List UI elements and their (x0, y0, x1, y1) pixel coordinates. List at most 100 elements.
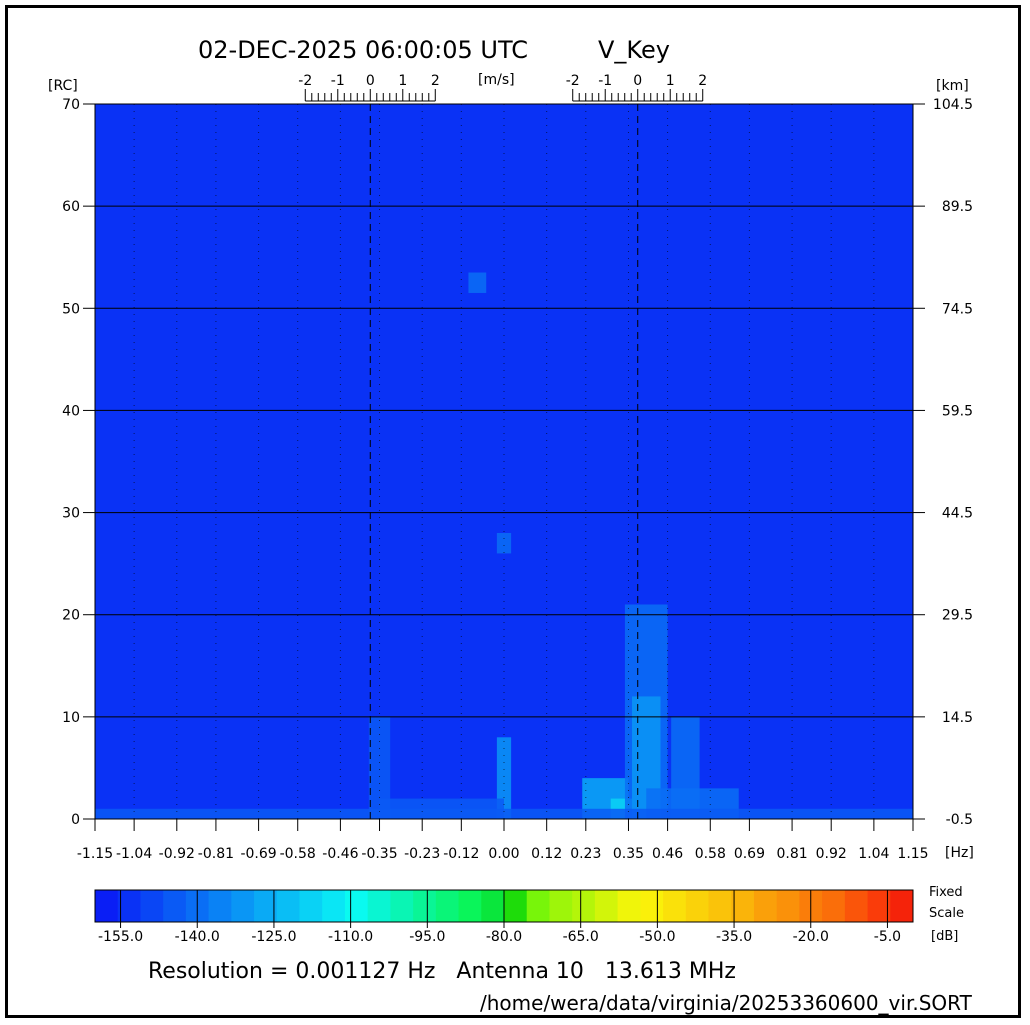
colorbar-unit-label: [dB] (931, 929, 958, 944)
colorbar-tick-label-2: -125.0 (251, 929, 296, 945)
x-axis-unit: [Hz] (945, 845, 974, 861)
colorbar-segment-29 (753, 890, 778, 922)
x-tick-label-4: -0.69 (240, 846, 276, 862)
colorbar-segment-19 (526, 890, 550, 922)
velocity-unit: [m/s] (478, 72, 515, 88)
velocity-tick-label-1-4: 2 (698, 73, 707, 89)
colorbar-tick-label-5: -80.0 (486, 929, 522, 945)
colorbar-tick-label-4: -95.0 (409, 929, 445, 945)
colorbar-segment-3 (163, 890, 187, 922)
x-tick-label-20: 1.15 (897, 846, 928, 862)
resolution-line: Resolution = 0.001127 Hz Antenna 10 13.6… (148, 959, 736, 984)
velocity-tick-label-0-2: 0 (366, 73, 375, 89)
x-tick-label-14: 0.46 (652, 846, 683, 862)
colorbar-segment-33 (844, 890, 869, 922)
x-tick-label-12: 0.23 (570, 846, 601, 862)
colorbar-tick-label-9: -20.0 (793, 929, 829, 945)
x-tick-label-7: -0.35 (361, 846, 397, 862)
colorbar: -155.0 -140.0 -125.0 -110.0 -95.0 -80.0 -65.0 -… (94, 889, 914, 945)
y-right-tick-label-0: -0.5 (946, 812, 973, 828)
y-left-tick-label-4: 40 (62, 403, 80, 419)
colorbar-segment-5 (208, 890, 232, 922)
y-left-tick-label-6: 60 (62, 199, 80, 215)
x-tick-label-1: -1.04 (116, 846, 152, 862)
colorbar-tick-label-7: -50.0 (639, 929, 675, 945)
x-tick-label-0: -1.15 (77, 846, 113, 862)
colorbar-segment-35 (890, 890, 914, 922)
colorbar-segment-14 (413, 890, 437, 922)
colorbar-tick-label-3: -110.0 (328, 929, 373, 945)
file-path: /home/wera/data/virginia/20253360600_vir… (480, 991, 973, 1015)
colorbar-segment-6 (231, 890, 255, 922)
colorbar-segment-22 (594, 890, 619, 922)
velocity-tick-label-1-2: 0 (633, 73, 642, 89)
colorbar-tick-label-10: -5.0 (874, 929, 901, 945)
y-right-tick-label-3: 44.5 (942, 506, 973, 522)
colorbar-segment-12 (367, 890, 391, 922)
colorbar-fixed-label: Fixed (929, 885, 963, 900)
colorbar-segment-20 (549, 890, 573, 922)
x-tick-label-6: -0.46 (322, 846, 358, 862)
colorbar-scale-label: Scale (929, 906, 964, 921)
colorbar-segment-9 (299, 890, 323, 922)
y-left-tick-label-5: 50 (62, 301, 80, 317)
x-tick-label-2: -0.92 (159, 846, 195, 862)
left-axis-unit: [RC] (48, 78, 78, 94)
colorbar-segment-0 (95, 890, 119, 922)
x-tick-label-9: -0.12 (443, 846, 479, 862)
y-right-tick-label-2: 29.5 (942, 608, 973, 624)
velocity-tick-label-1-1: -1 (598, 73, 612, 89)
chart-station: V_Key (598, 36, 670, 64)
heatmap-feature-3 (368, 716, 391, 819)
heatmap-feature-1 (496, 533, 512, 554)
x-tick-label-11: 0.12 (531, 846, 562, 862)
y-right-tick-label-7: 104.5 (933, 97, 973, 113)
colorbar-segment-28 (731, 890, 755, 922)
colorbar-segment-25 (663, 890, 687, 922)
y-right-tick-label-1: 14.5 (942, 710, 973, 726)
x-tick-label-17: 0.81 (776, 846, 807, 862)
y-right-tick-label-6: 89.5 (942, 199, 973, 215)
colorbar-segment-18 (504, 890, 528, 922)
y-left-tick-label-0: 0 (71, 812, 80, 828)
velocity-tick-label-1-0: -2 (566, 73, 580, 89)
colorbar-segment-17 (481, 890, 505, 922)
colorbar-segment-13 (390, 890, 414, 922)
colorbar-segment-8 (276, 890, 300, 922)
x-tick-label-5: -0.58 (280, 846, 316, 862)
velocity-tick-label-1-3: 1 (666, 73, 675, 89)
colorbar-segment-21 (572, 890, 596, 922)
colorbar-tick-label-1: -140.0 (175, 929, 220, 945)
colorbar-segment-15 (435, 890, 460, 922)
velocity-tick-label-0-3: 1 (398, 73, 407, 89)
x-tick-label-19: 1.04 (858, 846, 889, 862)
axes: -1.15 -1.04 -0.92 -0.81 -0.69 -0.58 -0.46 -0.35… (62, 97, 973, 862)
right-axis-unit: [km] (936, 78, 969, 94)
y-left-tick-label-1: 10 (62, 710, 80, 726)
y-right-tick-label-4: 59.5 (942, 403, 973, 419)
x-tick-label-16: 0.69 (734, 846, 765, 862)
heatmap-feature-11 (95, 808, 913, 819)
heatmap-feature-0 (468, 272, 487, 293)
x-tick-label-15: 0.58 (695, 846, 726, 862)
velocity-scales: -2 -1 0 1 2 -2 -1 0 1 2 (298, 73, 707, 102)
x-tick-label-13: 0.35 (613, 846, 644, 862)
x-tick-label-3: -0.81 (198, 846, 234, 862)
y-right-tick-label-5: 74.5 (942, 301, 973, 317)
colorbar-segment-16 (458, 890, 482, 922)
colorbar-segment-27 (708, 890, 732, 922)
y-left-tick-label-7: 70 (62, 97, 80, 113)
colorbar-segment-1 (117, 890, 141, 922)
plot-frame (5, 5, 1021, 1018)
x-tick-label-18: 0.92 (816, 846, 847, 862)
chart-timestamp: 02-DEC-2025 06:00:05 UTC (198, 36, 528, 64)
x-tick-label-8: -0.23 (404, 846, 440, 862)
colorbar-tick-label-0: -155.0 (98, 929, 143, 945)
colorbar-segment-26 (685, 890, 709, 922)
velocity-tick-label-0-1: -1 (331, 73, 345, 89)
velocity-tick-label-0-0: -2 (298, 73, 312, 89)
y-left-tick-label-3: 30 (62, 506, 80, 522)
colorbar-segment-11 (344, 890, 369, 922)
y-left-tick-label-2: 20 (62, 608, 80, 624)
